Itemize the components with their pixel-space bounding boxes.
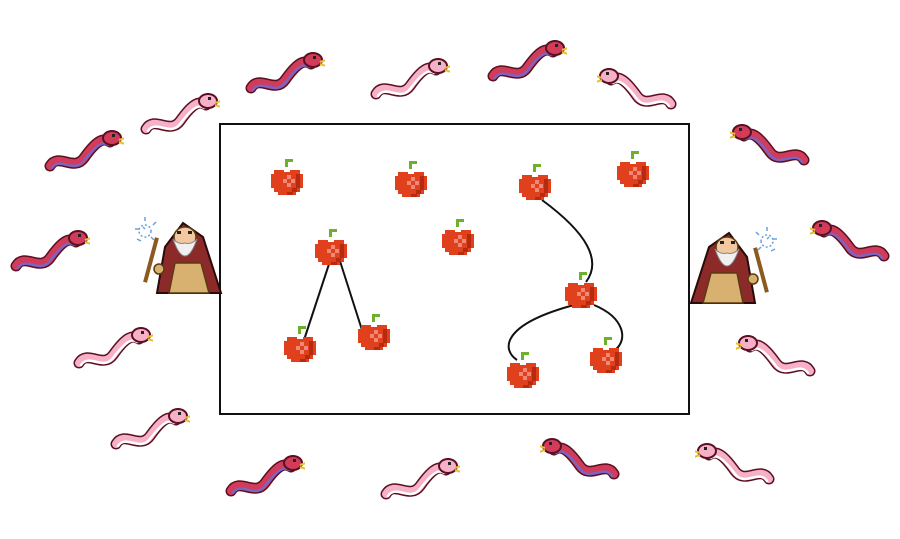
apple-icon[interactable] [614, 150, 652, 190]
apple-icon[interactable] [439, 218, 477, 258]
snake-icon [10, 222, 90, 278]
snake-icon [44, 122, 124, 178]
wizard-icon [125, 207, 235, 297]
snake-icon [110, 400, 190, 456]
snake-icon [225, 447, 305, 503]
apple-icon[interactable] [355, 313, 393, 353]
snake-icon [810, 212, 890, 268]
snake-icon [370, 50, 450, 106]
snake-icon [695, 435, 775, 491]
apple-icon[interactable] [268, 158, 306, 198]
tree-edge [338, 257, 363, 331]
snake-icon [245, 44, 325, 100]
apple-icon[interactable] [504, 351, 542, 391]
tree-edge [541, 199, 594, 283]
snake-icon [597, 60, 677, 116]
snake-icon [540, 430, 620, 486]
tree-edge [303, 257, 332, 341]
apple-icon[interactable] [392, 160, 430, 200]
wizard-icon [677, 217, 787, 307]
tree-edge [593, 304, 624, 351]
snake-icon [380, 450, 460, 506]
apple-icon[interactable] [587, 336, 625, 376]
snake-icon [730, 116, 810, 172]
apple-icon[interactable] [281, 325, 319, 365]
apple-icon[interactable] [516, 163, 554, 203]
tree-edge [507, 304, 575, 361]
apple-icon[interactable] [312, 228, 350, 268]
apple-board [219, 123, 690, 415]
snake-icon [736, 327, 816, 383]
snake-icon [73, 319, 153, 375]
snake-icon [487, 32, 567, 88]
apple-icon[interactable] [562, 271, 600, 311]
snake-icon [140, 85, 220, 141]
